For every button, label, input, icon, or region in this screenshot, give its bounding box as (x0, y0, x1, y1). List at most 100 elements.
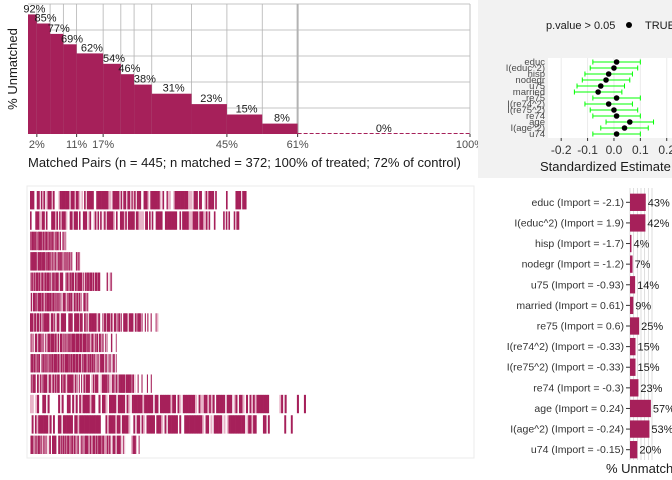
heatmap-cell (188, 211, 191, 230)
heatmap-cell (49, 272, 51, 291)
heatmap-cell (54, 354, 56, 373)
heatmap-cell (47, 333, 49, 353)
heatmap-cell (61, 191, 63, 210)
heatmap-cell (119, 374, 121, 393)
heatmap-cell (88, 272, 89, 291)
heatmap-cell (164, 211, 167, 230)
heatmap-cell (77, 354, 79, 373)
heatmap-cell (63, 211, 65, 230)
heatmap-cell (50, 252, 51, 271)
heatmap-cell (62, 252, 63, 271)
heatmap-cell (186, 211, 188, 230)
unmatched-data-labels: 92%85%77%69%62%54%46%38% 31% 23% 15% 8% 0% (23, 3, 392, 135)
heatmap-cell (89, 435, 91, 454)
heatmap-cell (144, 313, 146, 332)
heatmap-cell (64, 292, 66, 312)
heatmap-cell (85, 435, 86, 454)
heatmap-cell (49, 333, 51, 353)
heatmap-cell (69, 272, 71, 291)
coef-x-tick-label: 0.2 (658, 143, 672, 157)
heatmap-cell (236, 211, 238, 230)
heatmap-cell (52, 191, 55, 210)
heatmap-cell (195, 415, 198, 434)
heatmap-cell (71, 252, 73, 271)
heatmap-cell (207, 191, 209, 210)
heatmap-cell (123, 211, 126, 230)
importance-bar (630, 399, 651, 418)
heatmap-cell (66, 272, 68, 291)
heatmap-cell (95, 272, 97, 291)
heatmap-cell (149, 211, 151, 230)
heatmap-cell (82, 354, 83, 373)
heatmap-cell (62, 415, 65, 434)
heatmap-cell (42, 313, 44, 332)
heatmap-cell (35, 333, 37, 353)
heatmap-cell (98, 415, 101, 434)
heatmap-cell (100, 191, 102, 210)
importance-value-label: 7% (635, 259, 651, 271)
heatmap-cell (90, 191, 93, 210)
heatmap-cell (37, 272, 39, 291)
heatmap-cell (179, 415, 182, 434)
heatmap-cell (154, 394, 157, 414)
heatmap-cell (84, 394, 87, 414)
heatmap-cell (56, 354, 58, 373)
heatmap-cell (87, 272, 89, 291)
heatmap-cell (107, 191, 109, 210)
heatmap-cell (97, 354, 99, 373)
heatmap-cell (105, 191, 108, 210)
heatmap-cell (279, 394, 282, 414)
coef-point (613, 59, 620, 65)
heatmap-cell (175, 191, 178, 210)
heatmap-cell (40, 231, 42, 251)
heatmap-cell (47, 354, 49, 373)
heatmap-cell (195, 211, 197, 230)
heatmap-cell (252, 394, 256, 414)
heatmap-cell (49, 354, 50, 373)
heatmap-cell (69, 333, 70, 353)
heatmap-cell (31, 272, 32, 291)
heatmap-cell (74, 435, 76, 454)
heatmap-cell (36, 211, 39, 230)
heatmap-cell (236, 191, 239, 210)
heatmap-cell (97, 211, 100, 230)
importance-bars (630, 193, 651, 459)
heatmap-cell (124, 374, 126, 393)
heatmap-cell (88, 333, 90, 353)
heatmap-cell (39, 354, 41, 373)
heatmap-cell (215, 191, 217, 210)
heatmap-cell (79, 354, 81, 373)
heatmap-cell (84, 333, 86, 353)
heatmap-cell (55, 211, 57, 230)
heatmap-cell (123, 394, 126, 414)
coef-x-tick-label: -0.2 (551, 143, 572, 157)
heatmap-cell (43, 272, 45, 291)
heatmap-cell (52, 435, 53, 454)
heatmap-cell (132, 374, 134, 393)
heatmap-cell (38, 252, 39, 271)
heatmap-cell (72, 435, 74, 454)
heatmap-cell (48, 191, 51, 210)
heatmap-cell (108, 435, 110, 454)
heatmap-cell (103, 313, 105, 332)
heatmap-cell (52, 292, 53, 312)
heatmap-cell (80, 313, 82, 332)
heatmap-cell (218, 415, 221, 434)
heatmap-cell (128, 313, 130, 332)
heatmap-cell (31, 191, 34, 210)
importance-bar (630, 234, 632, 253)
heatmap-cell (184, 211, 187, 230)
heatmap-cell (62, 374, 64, 393)
heatmap-cell (61, 272, 63, 291)
heatmap-cell (187, 211, 190, 230)
heatmap-cell (118, 415, 121, 434)
heatmap-cell (122, 374, 124, 393)
coef-panel: p.value > 0.05 TRUE educI(educ^2)hispnod… (478, 0, 672, 178)
importance-x-axis-label: % Unmatched (606, 461, 672, 476)
heatmap-cell (167, 211, 170, 230)
heatmap-cell (41, 333, 43, 353)
heatmap-cell (110, 415, 113, 434)
heatmap-cell (52, 252, 53, 271)
heatmap-cell (100, 354, 102, 373)
heatmap-cell (35, 394, 38, 414)
